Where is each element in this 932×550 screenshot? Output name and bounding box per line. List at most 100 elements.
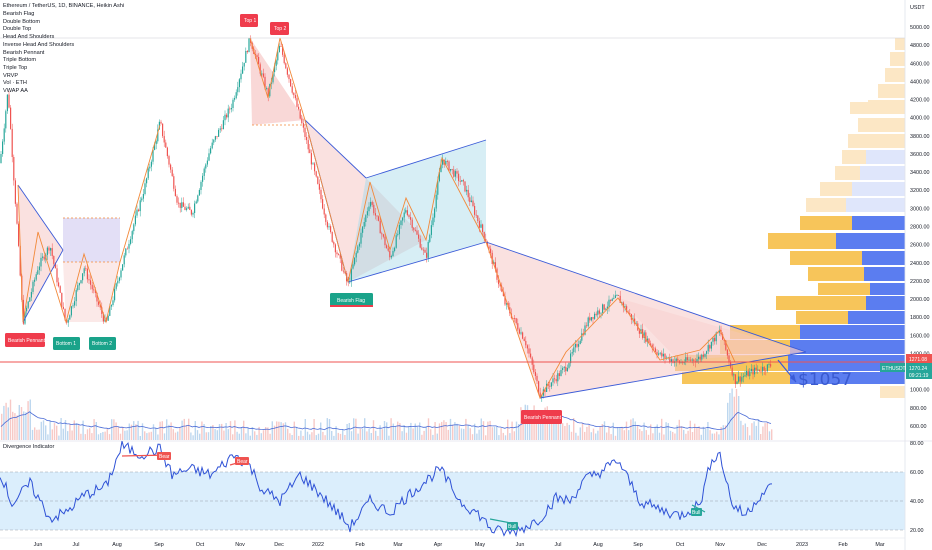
time-tick: Nov bbox=[235, 542, 245, 548]
candle-body bbox=[397, 234, 399, 236]
bear-pennant-mid-label: Bearish Pennant bbox=[524, 415, 562, 421]
candle-body bbox=[286, 68, 288, 75]
volume-bar bbox=[122, 426, 124, 440]
volume-bar bbox=[232, 434, 234, 440]
volume-bar bbox=[381, 429, 383, 440]
volume-bar bbox=[254, 431, 256, 440]
volume-bar bbox=[135, 424, 137, 440]
candle-body bbox=[261, 73, 263, 75]
volume-bar bbox=[89, 428, 91, 440]
candle-body bbox=[518, 329, 520, 334]
badge-bottom2[interactable]: Bottom 2 bbox=[89, 337, 116, 350]
volume-bar bbox=[293, 421, 295, 440]
candle-body bbox=[629, 312, 631, 314]
volume-bar bbox=[311, 432, 313, 440]
indicator-10[interactable]: VWAP AA bbox=[3, 88, 28, 94]
target-arrow bbox=[777, 359, 797, 383]
volume-bar bbox=[471, 434, 474, 440]
volume-bar bbox=[696, 427, 698, 440]
volume-bar bbox=[148, 432, 150, 440]
candle-body bbox=[734, 374, 736, 384]
indicator-4[interactable]: Inverse Head And Shoulders bbox=[3, 41, 75, 48]
candle-body bbox=[723, 339, 725, 341]
volume-bar bbox=[331, 431, 333, 440]
candle-body bbox=[72, 305, 74, 307]
candle-body bbox=[354, 257, 356, 265]
volume-bar bbox=[669, 430, 672, 440]
candle-body bbox=[293, 92, 295, 96]
volume-bar bbox=[691, 432, 694, 440]
candle-body bbox=[454, 171, 456, 177]
candle-body bbox=[592, 317, 594, 319]
candle-body bbox=[246, 51, 248, 53]
top2-label: Top 2 bbox=[274, 26, 286, 32]
volume-bar bbox=[401, 431, 403, 440]
volume-bar bbox=[507, 419, 509, 440]
volume-bar bbox=[388, 435, 390, 440]
price-tick: 4000.00 bbox=[910, 116, 930, 122]
candle-body bbox=[738, 376, 740, 382]
candle-body bbox=[403, 212, 405, 218]
candle-body bbox=[6, 94, 8, 112]
candle-body bbox=[480, 224, 482, 228]
candle-body bbox=[653, 347, 655, 349]
badge-bear-flag[interactable]: Bearish Flag bbox=[330, 293, 373, 307]
green-price-tag: 1270.24 bbox=[909, 366, 927, 372]
volume-bar bbox=[260, 433, 262, 440]
volume-bar bbox=[412, 428, 414, 440]
candle-body bbox=[448, 161, 450, 171]
indicator-8[interactable]: VRVP bbox=[3, 72, 19, 79]
volume-bar bbox=[56, 425, 58, 440]
indicator-5[interactable]: Bearish Pennant bbox=[3, 49, 45, 56]
indicator-7[interactable]: Triple Top bbox=[3, 64, 28, 71]
candle-body bbox=[310, 153, 312, 165]
symbol-tag: ETHUSDT bbox=[880, 363, 906, 372]
candle-body bbox=[672, 359, 674, 363]
indicator-0[interactable]: Bearish Flag bbox=[3, 11, 35, 17]
candle-body bbox=[190, 210, 192, 215]
candle-body bbox=[706, 351, 708, 354]
volume-bar bbox=[647, 434, 650, 440]
candle-body bbox=[154, 144, 156, 150]
candle-body bbox=[598, 310, 600, 314]
bear-flag-label: Bearish Flag bbox=[337, 298, 365, 304]
candle-body bbox=[3, 128, 5, 142]
candle-body bbox=[758, 369, 760, 372]
candle-body bbox=[85, 268, 87, 270]
badge-bottom1[interactable]: Bottom 1 bbox=[53, 337, 80, 350]
candle-body bbox=[18, 223, 20, 246]
volume-bar bbox=[45, 425, 47, 440]
volume-bar bbox=[339, 433, 342, 440]
candle-body bbox=[96, 292, 98, 302]
badge-bear-pennant-left[interactable]: Bearish Pennant bbox=[5, 333, 46, 347]
volume-bar bbox=[337, 432, 339, 440]
candle-body bbox=[618, 295, 620, 296]
candle-body bbox=[661, 352, 663, 357]
badge-top1[interactable]: Top 1 bbox=[240, 14, 258, 27]
volume-bar bbox=[346, 424, 348, 440]
time-tick: Jul bbox=[555, 542, 562, 548]
volume-bar bbox=[397, 421, 399, 440]
badge-top2[interactable]: Top 2 bbox=[270, 22, 289, 35]
volume-bar bbox=[289, 433, 291, 440]
candle-body bbox=[746, 370, 748, 376]
osc-bull-label-2: Bull bbox=[692, 510, 700, 516]
candle-body bbox=[187, 206, 189, 209]
candle-body bbox=[419, 238, 421, 248]
indicator-9[interactable]: Vol · ETH bbox=[3, 80, 27, 87]
indicator-6[interactable]: Triple Bottom bbox=[3, 57, 37, 64]
candle-body bbox=[93, 289, 95, 291]
candle-body bbox=[224, 114, 226, 121]
candle-body bbox=[16, 203, 18, 224]
candle-body bbox=[474, 206, 476, 215]
badge-bear-pennant-mid[interactable]: Bearish Pennant bbox=[521, 410, 562, 424]
candle-body bbox=[427, 241, 429, 258]
volume-bar bbox=[295, 427, 298, 440]
volume-bar bbox=[51, 429, 53, 440]
volume-bar bbox=[421, 434, 423, 440]
candle-body bbox=[240, 73, 242, 80]
indicator-2[interactable]: Double Top bbox=[3, 26, 32, 33]
indicator-3[interactable]: Head And Shoulders bbox=[3, 34, 55, 41]
indicator-1[interactable]: Double Bottom bbox=[3, 18, 41, 25]
